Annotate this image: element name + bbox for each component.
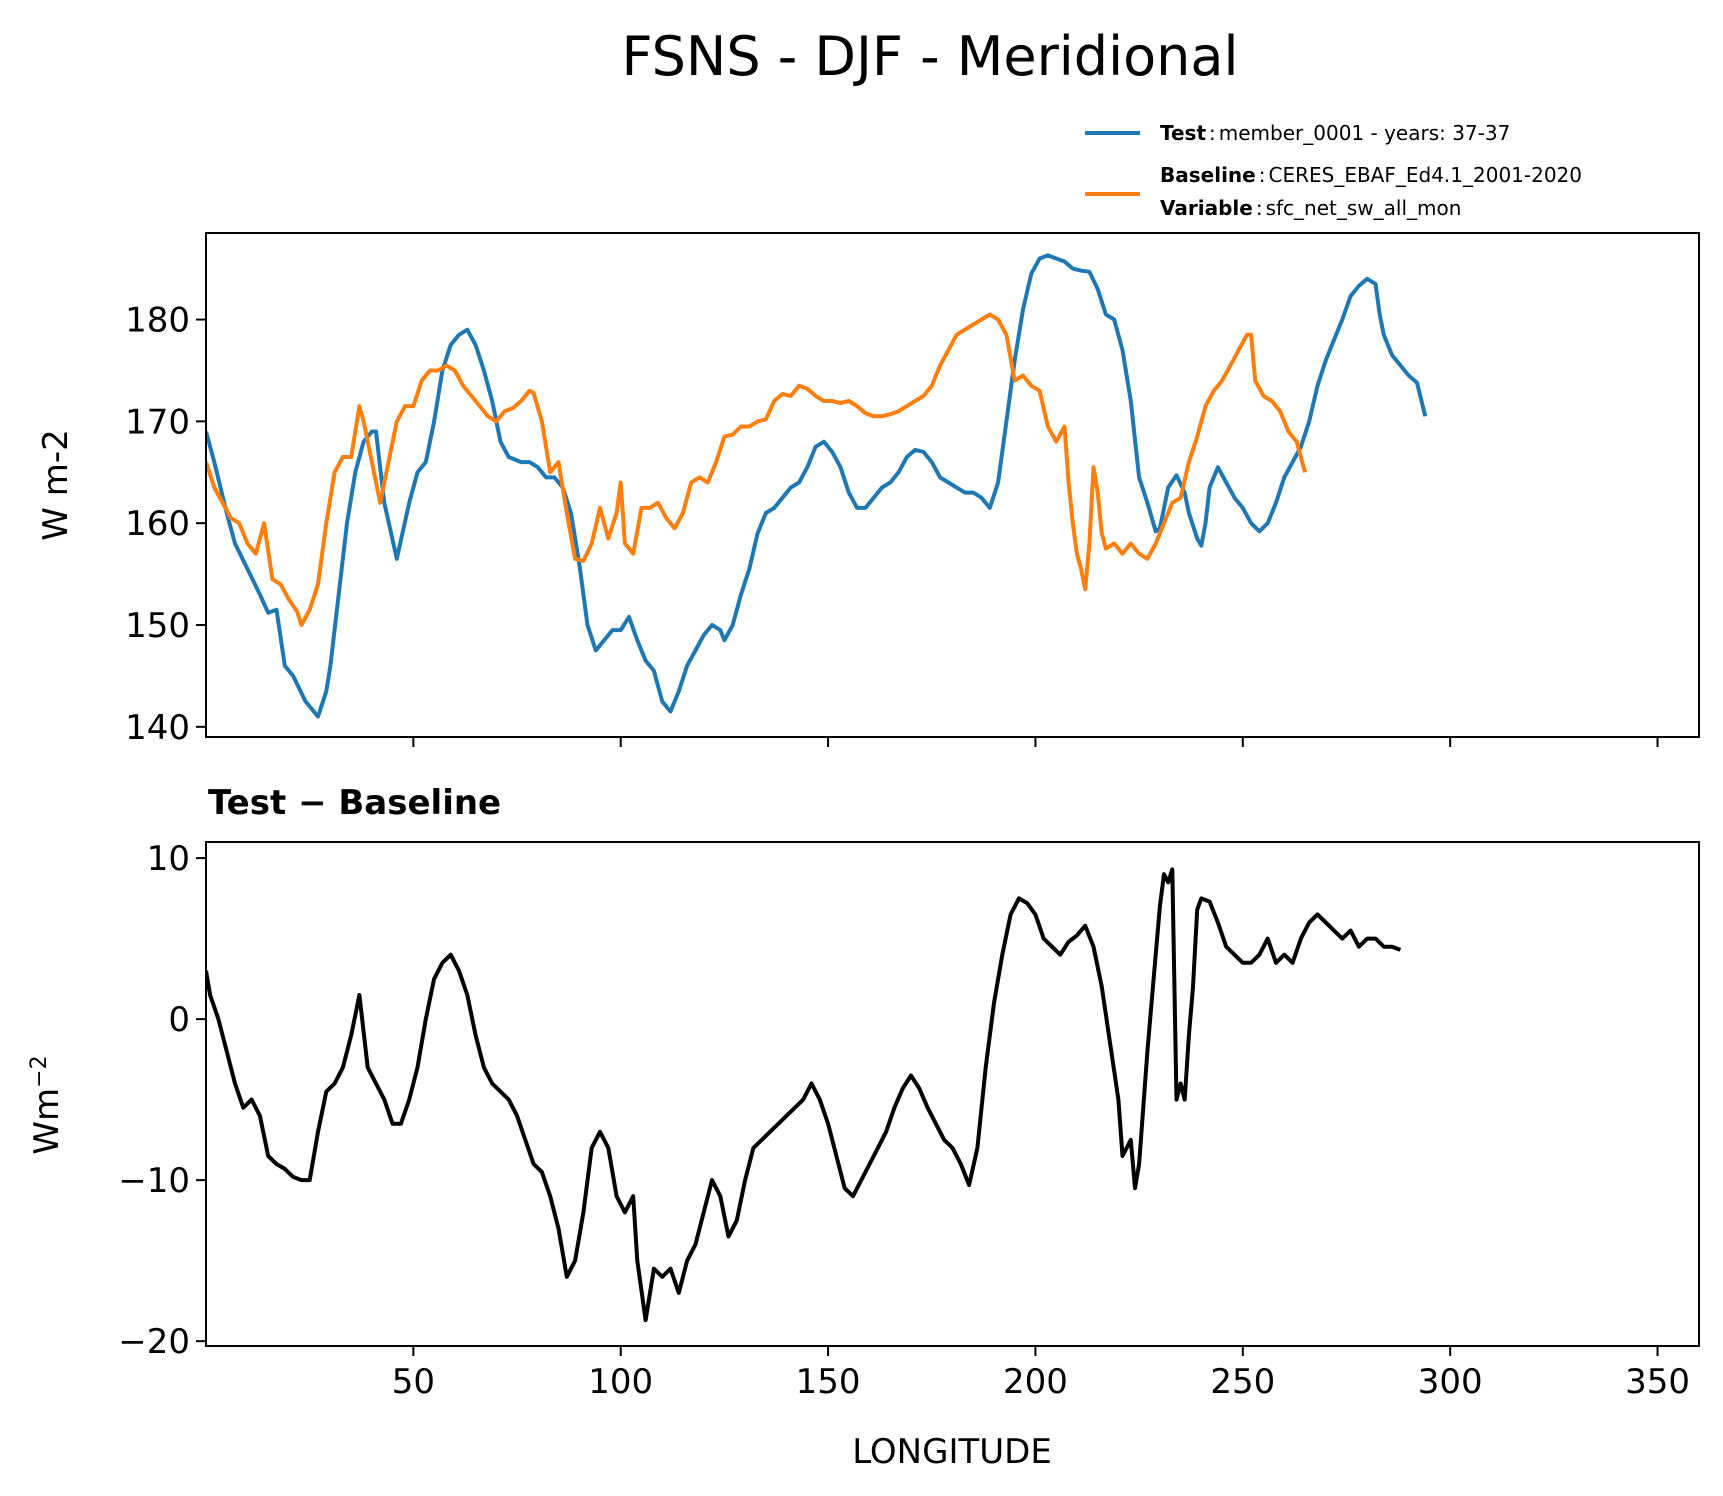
bottom-ylabel-sup: −2 bbox=[27, 1055, 52, 1087]
legend-variable-value: sfc_net_sw_all_mon bbox=[1266, 196, 1462, 220]
bottom-xtick-label: 300 bbox=[1418, 1362, 1483, 1402]
x-axis-label: LONGITUDE bbox=[852, 1432, 1052, 1472]
bottom-ytick-label: −10 bbox=[118, 1161, 190, 1201]
bottom-ytick-label: −20 bbox=[118, 1322, 190, 1362]
top-ticks-group: 140 150 160 170 180 bbox=[125, 301, 1659, 748]
top-ytick-label: 140 bbox=[125, 708, 190, 748]
bottom-xtick-label: 100 bbox=[588, 1362, 653, 1402]
legend-test-value: member_0001 - years: 37-37 bbox=[1219, 121, 1511, 145]
bottom-subtitle: Test − Baseline bbox=[208, 783, 501, 823]
top-panel: 140 150 160 170 180 W m-2 bbox=[36, 232, 1700, 748]
legend-baseline-value: CERES_EBAF_Ed4.1_2001-2020 bbox=[1268, 163, 1582, 187]
bottom-xtick-label: 150 bbox=[796, 1362, 861, 1402]
bottom-ytick-label: 10 bbox=[147, 839, 190, 879]
bottom-xtick-label: 250 bbox=[1210, 1362, 1275, 1402]
legend-variable-entry: Variable: sfc_net_sw_all_mon bbox=[1160, 196, 1461, 220]
bottom-axes-frame bbox=[205, 841, 1700, 1347]
bottom-xtick-label: 50 bbox=[392, 1362, 435, 1402]
legend-baseline-key: Baseline bbox=[1160, 163, 1256, 187]
bottom-xtick-label: 350 bbox=[1625, 1362, 1690, 1402]
legend-test-entry: Test: member_0001 - years: 37-37 bbox=[1160, 121, 1510, 145]
top-series-group bbox=[206, 253, 1428, 719]
legend-variable-sep: : bbox=[1256, 196, 1263, 220]
top-ytick-label: 150 bbox=[125, 606, 190, 646]
top-series-baseline-line bbox=[206, 312, 1307, 627]
top-series-test-line bbox=[206, 253, 1428, 719]
bottom-panel: Test − Baseline −20 −10 0 10 50 100 150 200 250 3… bbox=[27, 783, 1700, 1472]
bottom-series-test-baseline-line bbox=[206, 867, 1402, 1323]
legend-variable-key: Variable bbox=[1160, 196, 1253, 220]
top-ylabel: W m-2 bbox=[36, 429, 76, 540]
top-ytick-label: 160 bbox=[125, 504, 190, 544]
top-ytick-label: 170 bbox=[125, 402, 190, 442]
top-axes-frame bbox=[205, 232, 1700, 738]
bottom-series-group bbox=[206, 867, 1402, 1323]
bottom-ytick-label: 0 bbox=[168, 1000, 190, 1040]
bottom-xtick-label: 200 bbox=[1003, 1362, 1068, 1402]
bottom-ylabel-base: Wm bbox=[27, 1088, 67, 1155]
top-ytick-label: 180 bbox=[125, 301, 190, 341]
legend-test-key: Test bbox=[1160, 121, 1206, 145]
legend-baseline-entry: Baseline: CERES_EBAF_Ed4.1_2001-2020 bbox=[1160, 163, 1582, 187]
legend-baseline-sep: : bbox=[1259, 163, 1266, 187]
bottom-ticks-group: −20 −10 0 10 50 100 150 200 250 300 350 bbox=[118, 839, 1690, 1402]
legend: Test: member_0001 - years: 37-37 Baseline… bbox=[1085, 121, 1582, 220]
bottom-ylabel: Wm−2 bbox=[27, 1055, 68, 1154]
chart-title: FSNS - DJF - Meridional bbox=[622, 25, 1239, 88]
legend-test-sep: : bbox=[1209, 121, 1216, 145]
